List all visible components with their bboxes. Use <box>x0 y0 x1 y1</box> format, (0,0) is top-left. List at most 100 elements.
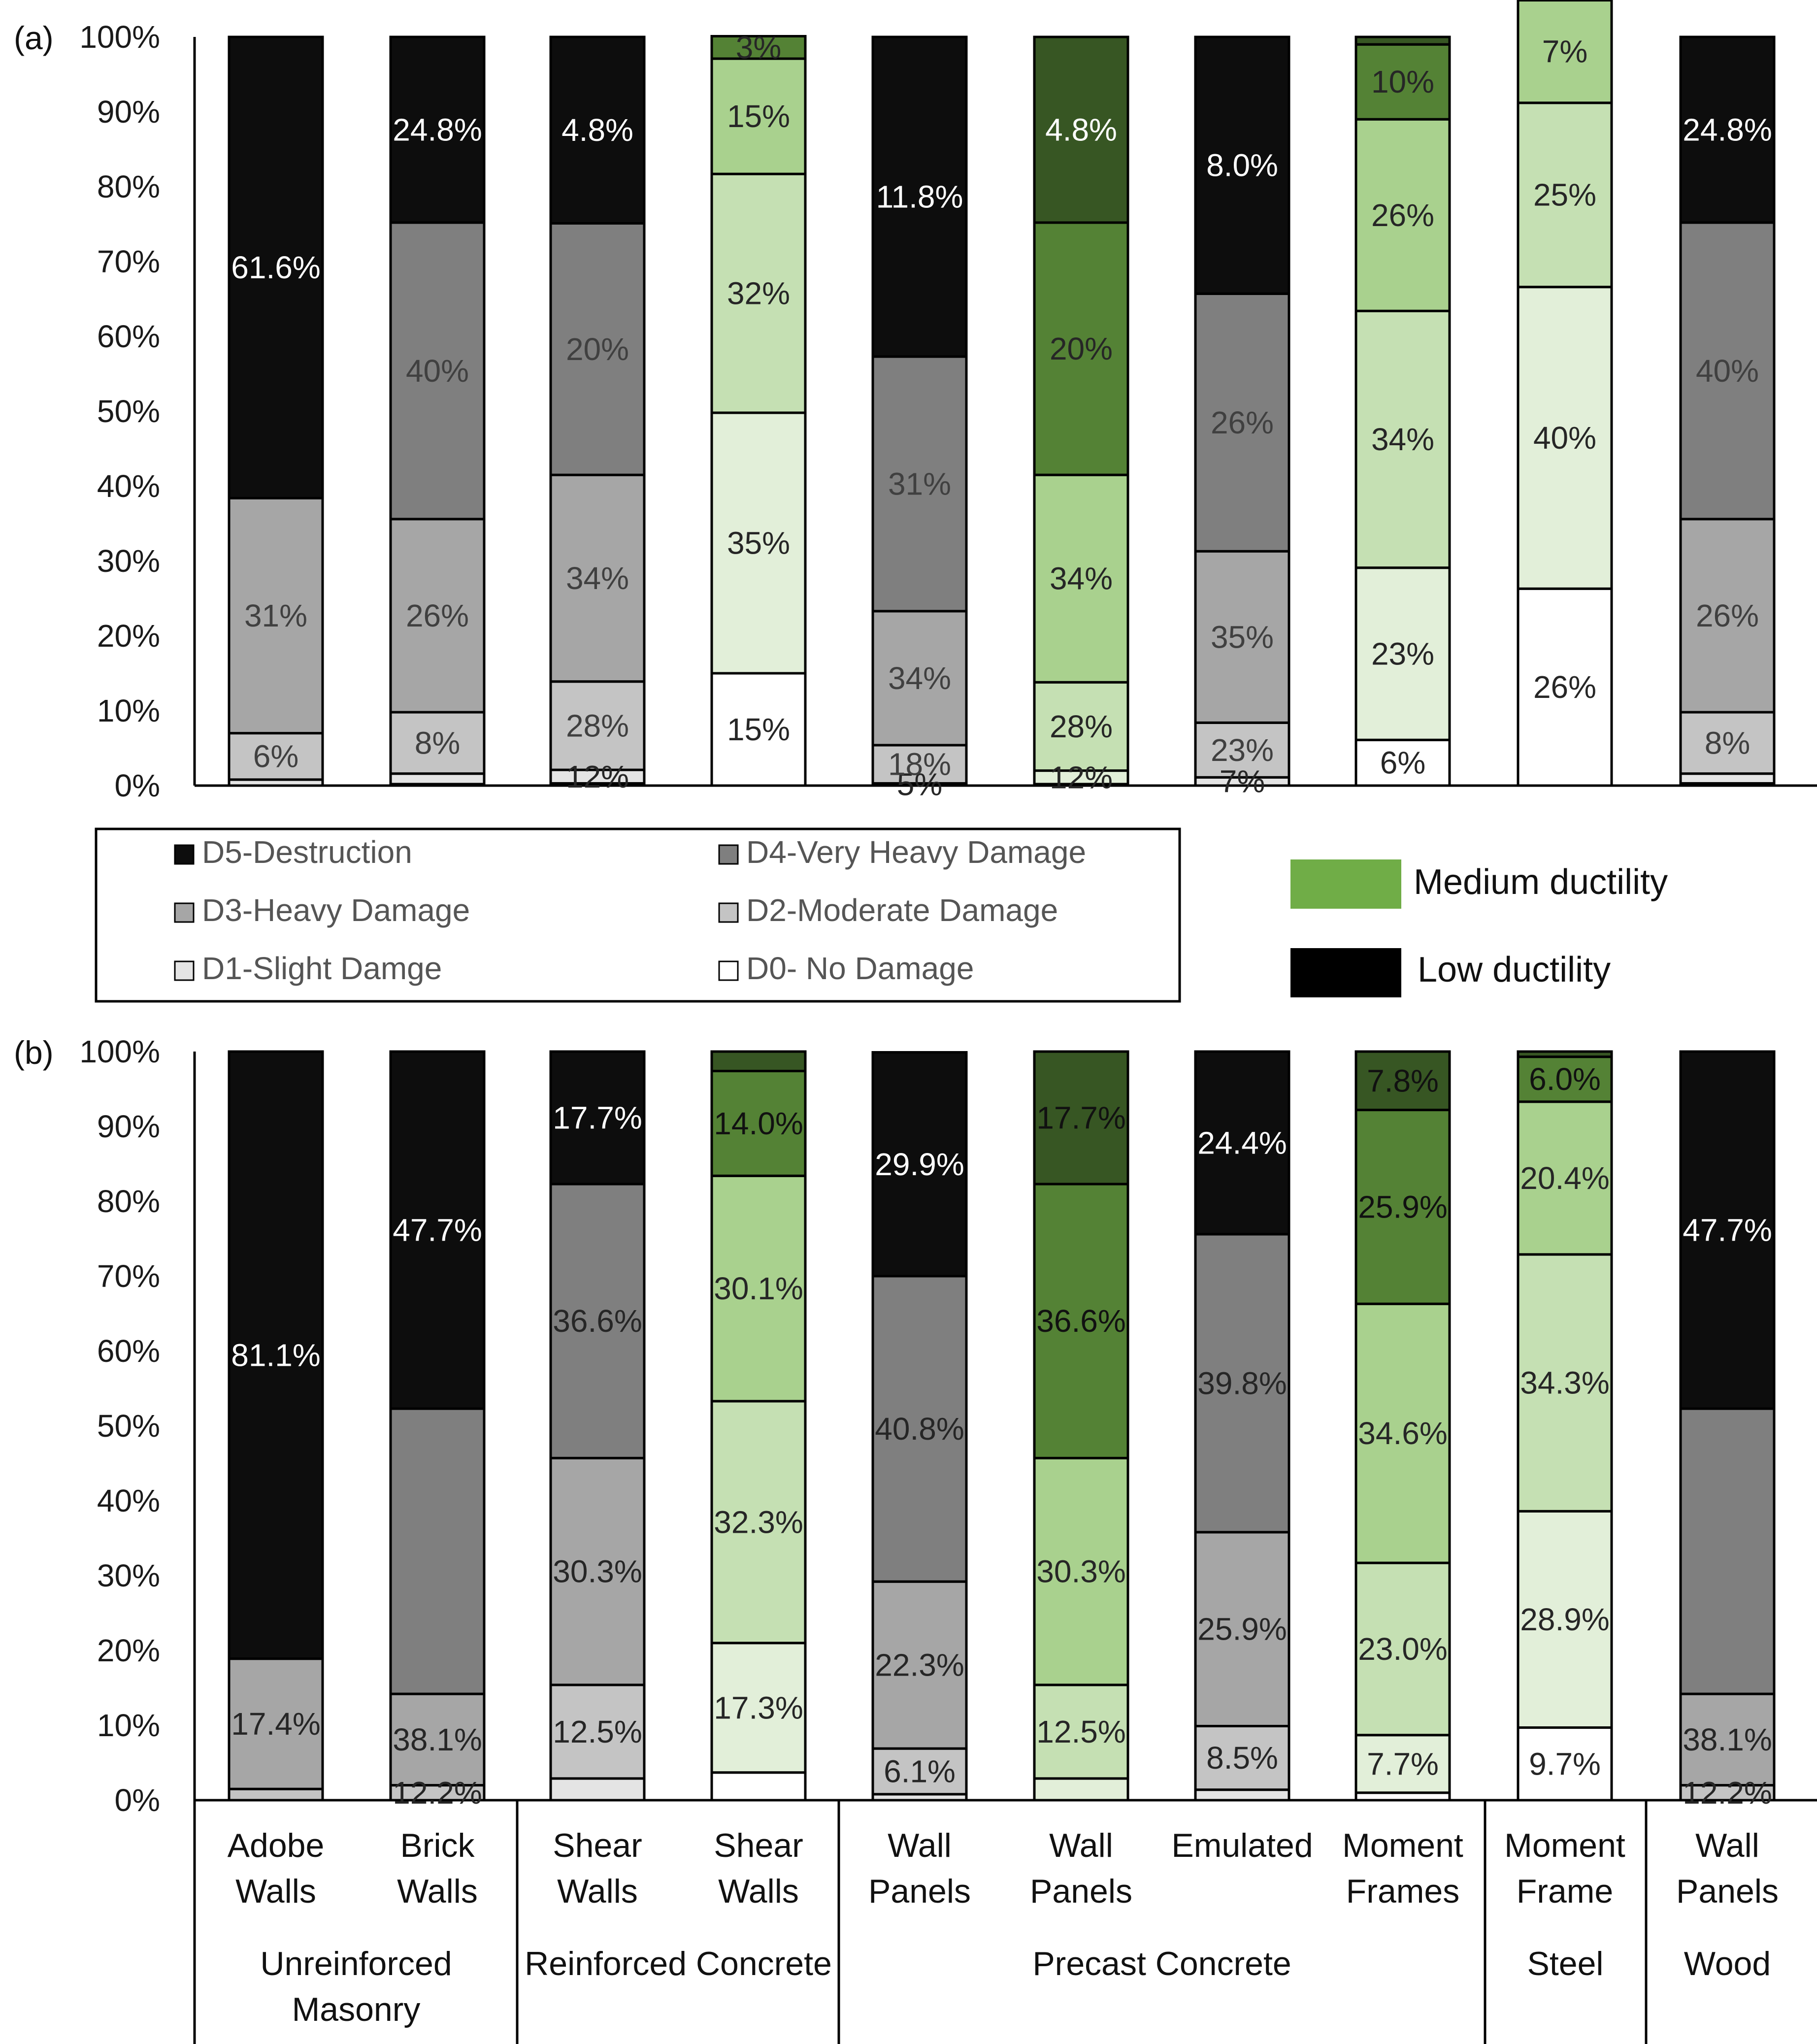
bar-segment-d3 <box>1517 0 1613 104</box>
data-label-d2: 25% <box>1533 177 1596 213</box>
data-label-d3: 15% <box>727 99 790 134</box>
category-label: Emulated <box>1171 1827 1313 1864</box>
legend-label: D1-Slight Damge <box>202 951 442 986</box>
data-label-d2: 32.3% <box>714 1504 803 1540</box>
bar-segment-d4 <box>389 221 486 521</box>
bar-segment-d1 <box>549 1777 646 1802</box>
category-label: Shear <box>714 1827 803 1864</box>
data-label-d2: 34% <box>1371 422 1434 457</box>
bar-segment-d3 <box>1033 473 1129 684</box>
y-tick-label: 50% <box>97 394 160 429</box>
bar-segment-d2 <box>1679 1784 1776 1802</box>
data-label-d5: 17.7% <box>1036 1100 1125 1136</box>
x-axis-categories: Adobe Walls Brick Walls Shear Walls Shear Walls… <box>193 1800 1779 2044</box>
data-label-d2: 18% <box>888 747 951 782</box>
bar-segment-d0 <box>1517 1726 1613 1802</box>
bar-segment-d4 <box>1354 1109 1451 1305</box>
data-label-d0: 15% <box>727 712 790 747</box>
bar-segment-d2 <box>549 1683 646 1780</box>
bar-segment-d1 <box>1517 286 1613 590</box>
legend-box <box>95 827 1181 1003</box>
bar-segment-d1 <box>1194 1788 1290 1802</box>
bar-segment-d1 <box>1679 772 1776 785</box>
group-label: Masonry <box>292 1991 421 2028</box>
bar-segment-d2 <box>1194 721 1290 779</box>
data-label-d4: 31% <box>888 466 951 501</box>
data-label-d5: 11.8% <box>876 179 963 215</box>
panel-b: (b) 0% 10% 20% 30% 40% 50% 60% 70% 80% 90% 100% 17.4… <box>14 1034 1817 1818</box>
data-label-d3: 20.4% <box>1520 1160 1609 1196</box>
data-label-d4: 26% <box>1211 405 1274 440</box>
bar-segment-d5 <box>1194 1050 1290 1236</box>
category-label: Wall <box>888 1827 952 1864</box>
bar-segment-d2 <box>871 1747 968 1796</box>
bar-segment-d5 <box>871 1051 968 1278</box>
bar-segment-d5 <box>389 1050 486 1410</box>
category-label: Wall <box>1695 1827 1759 1864</box>
data-label-d2: 6% <box>253 739 299 774</box>
y-tick-label: 50% <box>97 1408 160 1444</box>
group-label: Reinforced Concrete <box>525 1945 832 1982</box>
category-label: Panels <box>868 1873 971 1910</box>
bar-segment-d0 <box>710 1771 807 1802</box>
bar-segment-d4 <box>710 34 807 60</box>
y-tick-label: 70% <box>97 244 160 279</box>
bar-segment-d4 <box>871 355 968 613</box>
bar-segment-d5 <box>1354 1050 1451 1112</box>
bar-segment-d3 <box>389 518 486 714</box>
bar-segment-d5 <box>871 35 968 358</box>
bar-segment-d4 <box>549 1183 646 1459</box>
bar-segment-d3 <box>228 1657 324 1790</box>
bar-segment-d4 <box>871 1275 968 1583</box>
bar-segment-d4 <box>1033 221 1129 476</box>
data-label-d4: 20% <box>1050 331 1113 366</box>
bar-segment-d2 <box>1354 1561 1451 1737</box>
bar-segment-d2 <box>710 1400 807 1645</box>
data-label-d2: 28% <box>1050 709 1113 744</box>
bar-segment-d3 <box>710 57 807 175</box>
data-label-d3: 26% <box>1371 198 1434 233</box>
y-tick-label: 60% <box>97 1333 160 1369</box>
bar-segment-d2 <box>228 1787 324 1802</box>
category-label: Walls <box>397 1873 478 1910</box>
bar-segment-d2 <box>710 172 807 414</box>
bar-segment-d1 <box>1033 1777 1129 1802</box>
category-label: Shear <box>553 1827 642 1864</box>
legend-label: D5-Destruction <box>202 834 412 870</box>
data-label-d5: 24.8% <box>1683 112 1772 147</box>
group-label: Unreinforced <box>260 1945 452 1982</box>
bar-segment-d2 <box>1033 681 1129 772</box>
bar-segment-d0 <box>710 672 807 787</box>
data-label-d5: 47.7% <box>1683 1213 1772 1248</box>
bar-segment-d4 <box>1033 1183 1129 1459</box>
data-label-d5: 24.8% <box>393 112 482 147</box>
legend-label: D4-Very Heavy Damage <box>746 834 1086 870</box>
data-label-d0: 9.7% <box>1529 1746 1601 1781</box>
y-tick-label: 90% <box>97 94 160 130</box>
data-label-d4: 36.6% <box>553 1303 642 1339</box>
bar-segment-d5 <box>549 1050 646 1186</box>
bar-segment-d5 <box>1033 1050 1129 1186</box>
data-label-d3: 17.4% <box>231 1706 320 1742</box>
data-label-d2: 12.5% <box>553 1714 642 1749</box>
y-tick-label: 60% <box>97 319 160 354</box>
bar-segment-d3 <box>1679 1692 1776 1787</box>
bar-segment-d4 <box>1679 221 1776 521</box>
data-label-d2: 8% <box>415 725 461 760</box>
data-label-d5: 8.0% <box>1206 148 1278 183</box>
legend-swatch <box>174 902 195 923</box>
y-tick-label: 40% <box>97 468 160 504</box>
bar-segment-d3 <box>1354 118 1451 312</box>
bar-segment-d1 <box>1354 1734 1451 1794</box>
bar-segment-d3 <box>549 1456 646 1686</box>
data-label-d2: 32% <box>727 276 790 311</box>
bar-segment-d3 <box>871 1580 968 1750</box>
data-label-d3: 34.6% <box>1358 1416 1447 1451</box>
legend-swatch <box>174 844 195 865</box>
data-label-d4: 14.0% <box>714 1106 803 1141</box>
bar-segment-d4 <box>389 1407 486 1695</box>
bar-segment-d3 <box>389 1692 486 1787</box>
data-label-d2: 6.1% <box>884 1753 956 1789</box>
data-label-d3: 30.3% <box>553 1554 642 1589</box>
category-label: Panels <box>1676 1873 1779 1910</box>
